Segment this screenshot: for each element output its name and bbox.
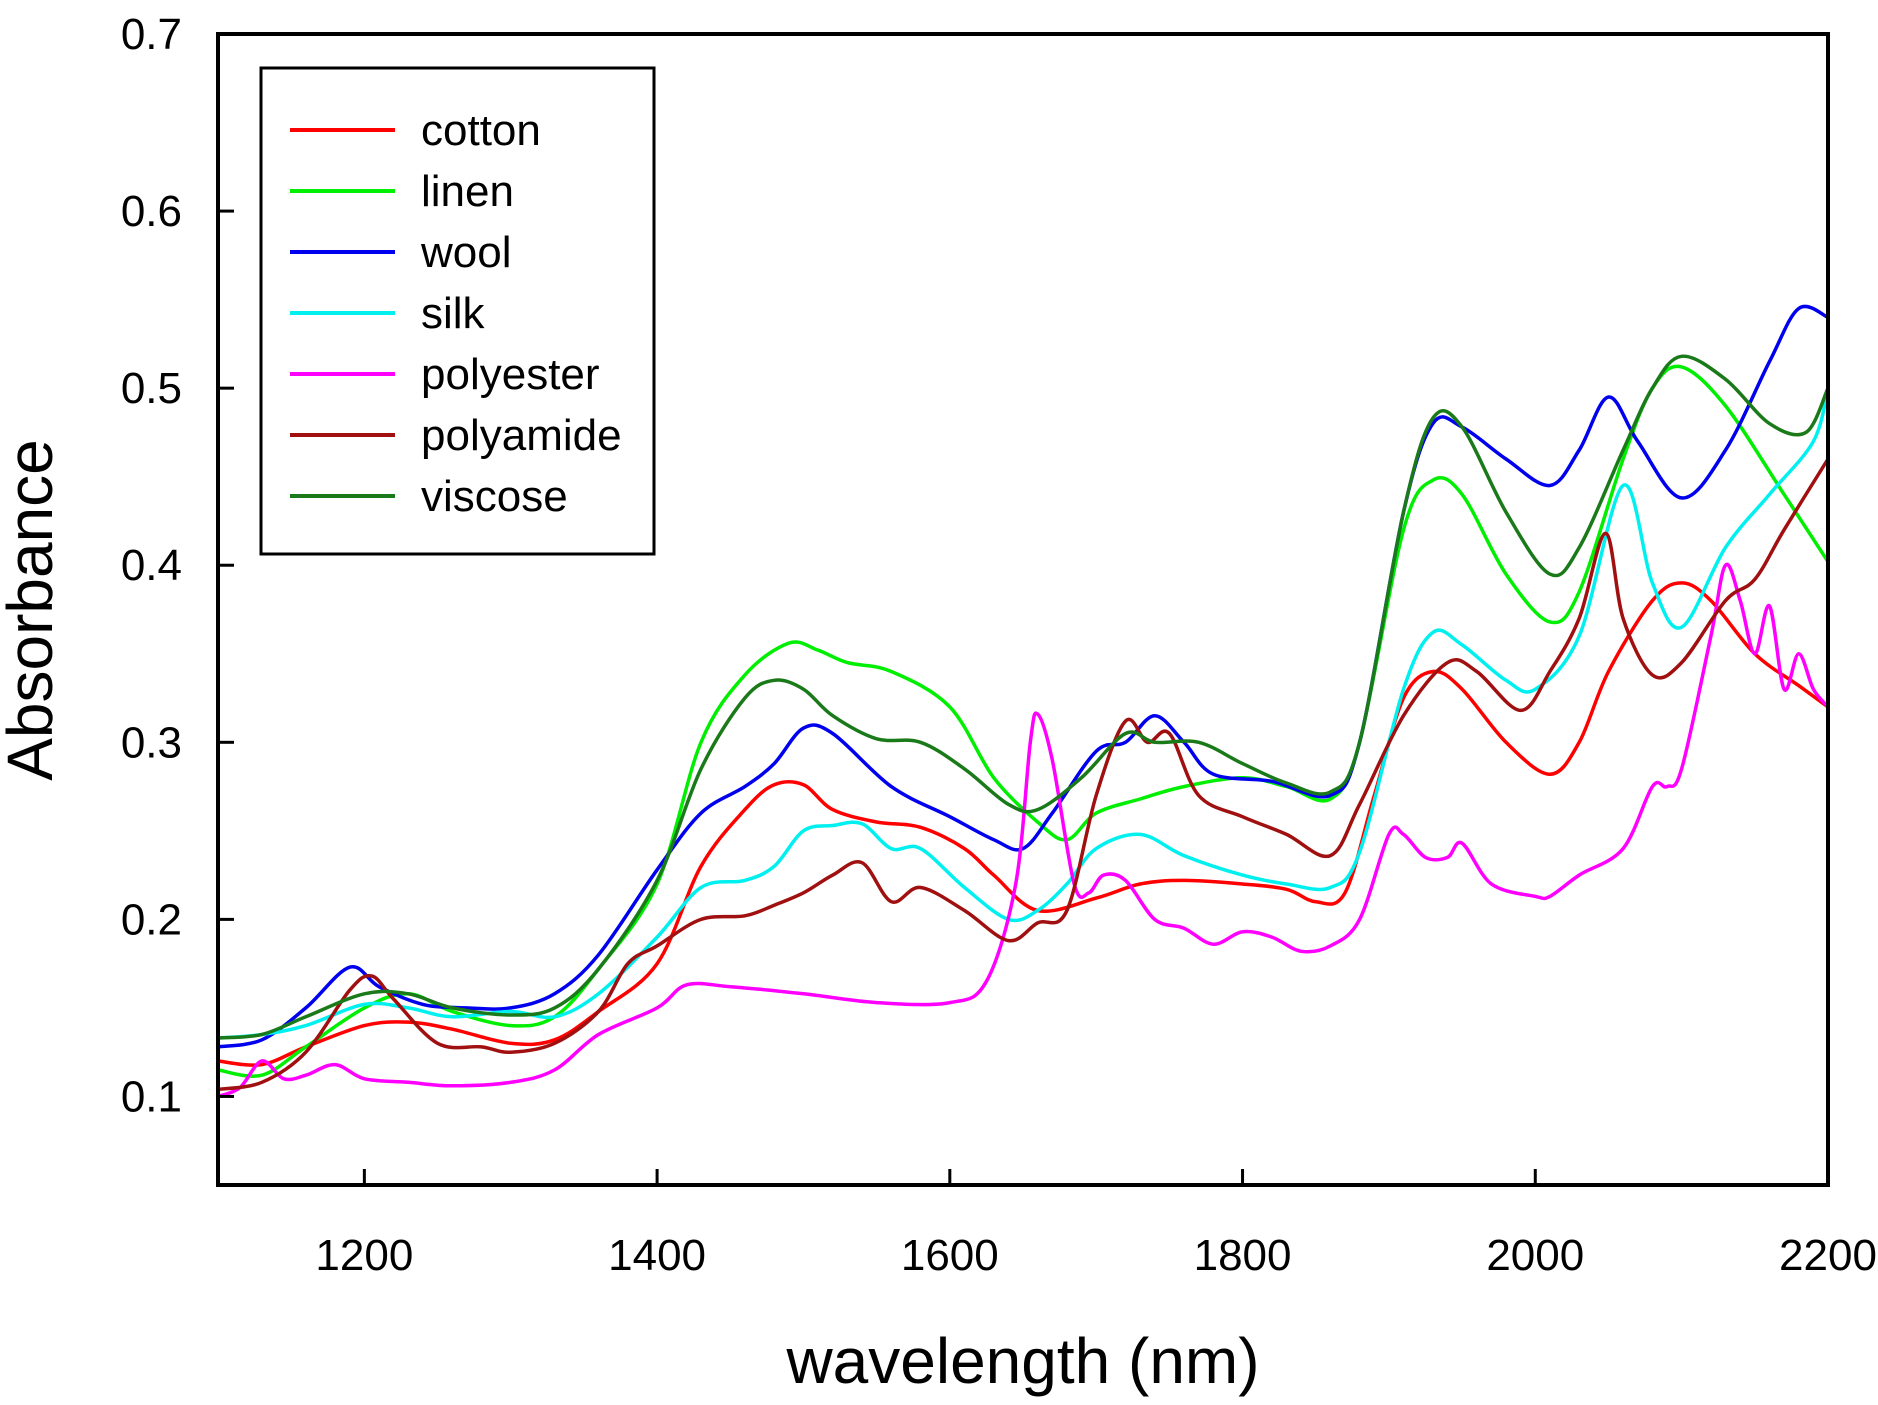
y-tick-label: 0.7: [121, 10, 182, 59]
series-line-viscose: [216, 354, 1830, 1040]
series-line-cotton: [216, 581, 1830, 1067]
x-tick-label: 2000: [1486, 1231, 1584, 1280]
x-tick-label: 2200: [1779, 1231, 1877, 1280]
legend-items: cotton linen wool silk polyester polyamide vis…: [290, 106, 622, 521]
y-tick-label: 0.4: [121, 541, 182, 590]
legend-label-wool: wool: [420, 228, 512, 277]
plot-frame: [216, 32, 1830, 1187]
y-tick-label: 0.2: [121, 895, 182, 944]
x-tick-label: 1600: [901, 1231, 999, 1280]
series-layer: [216, 304, 1830, 1099]
y-tick-label: 0.3: [121, 718, 182, 767]
y-tick-label: 0.6: [121, 187, 182, 236]
series-line-polyamide: [216, 457, 1830, 1092]
legend: cotton linen wool silk polyester polyamide vis…: [259, 66, 656, 556]
legend-label-polyamide: polyamide: [421, 411, 622, 460]
legend-label-linen: linen: [421, 167, 514, 216]
y-tick-label: 0.1: [121, 1072, 182, 1121]
x-tick-label: 1400: [608, 1231, 706, 1280]
series-line-wool: [216, 304, 1830, 1049]
legend-label-cotton: cotton: [421, 106, 541, 155]
legend-label-polyester: polyester: [421, 350, 600, 399]
legend-label-silk: silk: [421, 289, 486, 338]
y-tick-label: 0.5: [121, 364, 182, 413]
x-axis-title: wavelength (nm): [785, 1325, 1259, 1397]
x-tick-label: 1200: [315, 1231, 413, 1280]
y-axis-title: Absorbance: [0, 439, 66, 781]
legend-label-viscose: viscose: [421, 472, 568, 521]
x-tick-label: 1800: [1194, 1231, 1292, 1280]
ticks-layer: 1200 1400 1600 1800 2000 2200 0.1 0.2 0.3 0.4 0.5 0…: [121, 10, 1877, 1280]
series-line-polyester: [216, 562, 1830, 1099]
